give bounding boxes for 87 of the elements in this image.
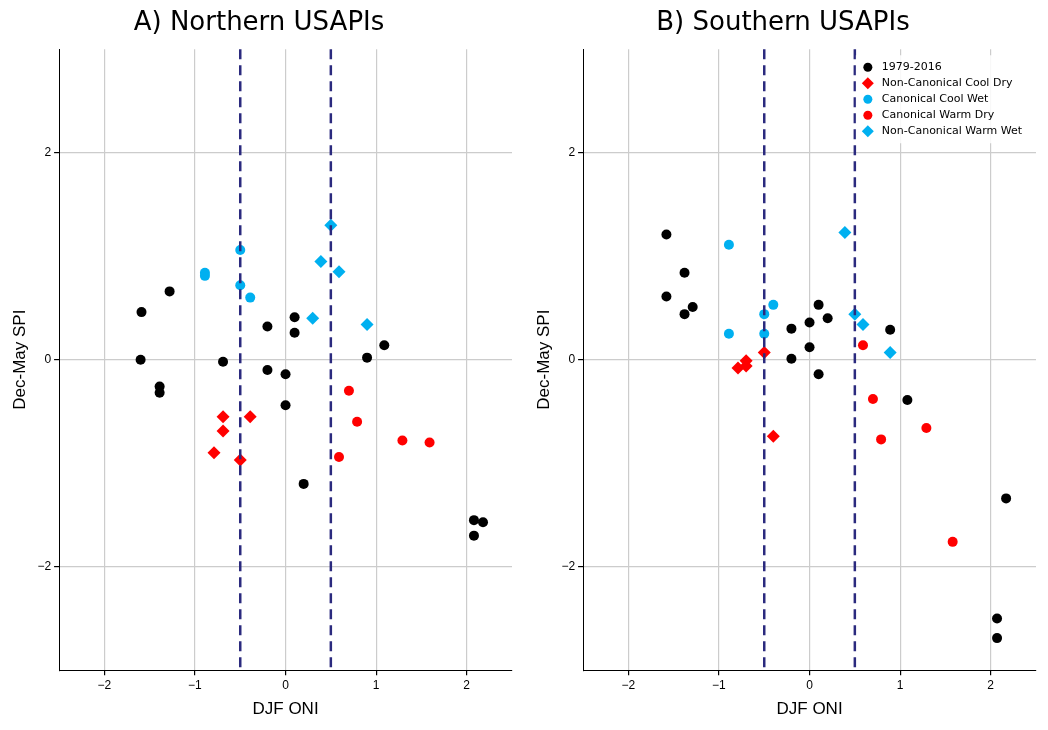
point [262, 321, 273, 332]
point [679, 267, 690, 278]
y-tick-label: −2 [37, 559, 52, 574]
x-tick-label: −1 [188, 677, 203, 692]
point [723, 328, 734, 339]
point [343, 385, 354, 396]
point [424, 437, 435, 448]
point [786, 323, 797, 334]
point [207, 446, 221, 460]
point [245, 292, 256, 303]
point [804, 342, 815, 353]
point [306, 311, 320, 325]
point [661, 229, 672, 240]
x-tick-label: −2 [621, 677, 636, 692]
point [289, 312, 300, 323]
x-tick-label: −2 [97, 677, 112, 692]
point [332, 265, 346, 279]
y-tick-label: 0 [44, 352, 52, 367]
legend-label: Canonical Cool Wet [881, 92, 990, 106]
x-tick-label: 1 [372, 677, 380, 692]
point [289, 327, 300, 338]
point [867, 394, 878, 405]
chart-title: B) Southern USAPIs [656, 6, 910, 37]
x-axis-title: DJF ONI [776, 699, 843, 719]
y-tick-label: 2 [44, 145, 52, 160]
point [379, 340, 390, 351]
point [352, 416, 363, 427]
y-tick-label: 0 [568, 352, 576, 367]
x-tick-label: 2 [987, 677, 995, 692]
point [876, 434, 887, 445]
point [885, 324, 896, 335]
point [822, 313, 833, 324]
point [243, 410, 257, 424]
point [468, 530, 479, 541]
chart-title: A) Northern USAPIs [133, 6, 385, 37]
point [333, 451, 344, 462]
point [397, 435, 408, 446]
point [857, 340, 868, 351]
point [478, 517, 489, 528]
point [216, 424, 230, 438]
legend-label: Canonical Warm Dry [881, 108, 995, 122]
point [838, 225, 852, 239]
point [468, 515, 479, 526]
point [902, 395, 913, 406]
x-tick-label: 0 [282, 677, 290, 692]
point [360, 318, 374, 332]
point [280, 369, 291, 380]
x-axis-title: DJF ONI [252, 699, 319, 719]
point [262, 365, 273, 376]
point [216, 410, 230, 424]
point [280, 400, 291, 411]
point [723, 239, 734, 250]
point [766, 429, 780, 443]
point [362, 352, 373, 363]
point [921, 423, 932, 434]
point [661, 291, 672, 302]
point [992, 633, 1003, 644]
point [731, 361, 745, 375]
point [883, 345, 897, 359]
point [813, 369, 824, 380]
point [679, 309, 690, 320]
point [314, 254, 328, 268]
point [1001, 493, 1012, 504]
x-tick-label: 1 [896, 677, 904, 692]
x-tick-label: −1 [712, 677, 727, 692]
point [136, 307, 147, 318]
y-tick-label: −2 [561, 559, 576, 574]
point [856, 318, 870, 332]
point [164, 286, 175, 297]
point [786, 353, 797, 364]
y-tick-label: 2 [568, 145, 576, 160]
x-tick-label: 0 [806, 677, 814, 692]
legend-label: Non-Canonical Warm Wet [881, 124, 1023, 138]
point [804, 317, 815, 328]
point [992, 613, 1003, 624]
point [687, 301, 698, 312]
y-axis-title: Dec-May SPI [533, 309, 553, 410]
x-tick-label: 2 [463, 677, 471, 692]
legend-label: 1979-2016 [881, 60, 942, 74]
legend-label: Non-Canonical Cool Dry [881, 76, 1013, 90]
point [768, 299, 779, 310]
point [813, 299, 824, 310]
y-axis-title: Dec-May SPI [9, 309, 29, 410]
point [218, 356, 229, 367]
point [135, 354, 146, 365]
point [298, 478, 309, 489]
point [947, 536, 958, 547]
